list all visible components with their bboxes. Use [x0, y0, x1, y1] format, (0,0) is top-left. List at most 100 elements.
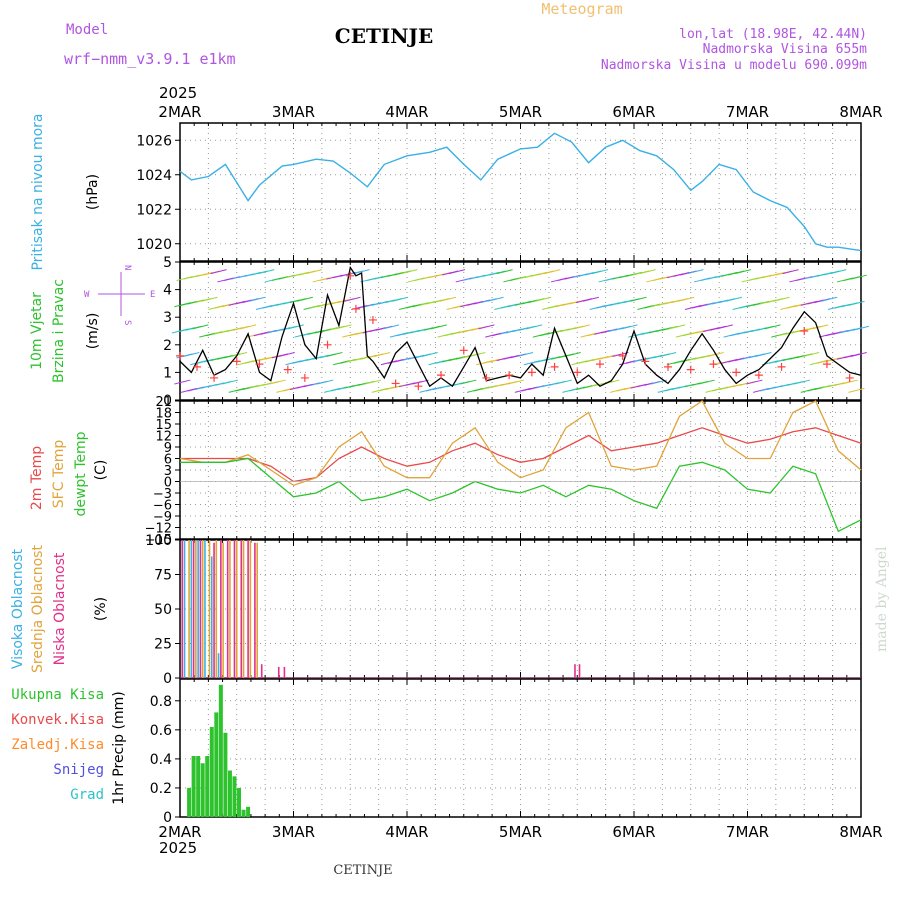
gust-marker	[459, 346, 468, 355]
temperature-ylabel: 2m Temp SFC Temp dewpt Temp (C)	[29, 431, 109, 516]
wind-barb	[249, 296, 266, 302]
wind-barb	[821, 296, 838, 302]
wind-barb	[487, 296, 504, 302]
wind-barb	[725, 296, 743, 302]
footer-station: CETINJE	[333, 863, 392, 878]
svg-text:Niska Oblacnost: Niska Oblacnost	[52, 552, 68, 665]
y-tick-label: 75	[154, 568, 172, 584]
precip-bar	[200, 763, 205, 817]
gust-marker	[368, 315, 377, 324]
svg-text:SFC Temp: SFC Temp	[51, 440, 67, 509]
svg-text:Pritisak na nivou mora: Pritisak na nivou mora	[30, 113, 46, 270]
wind-barb	[630, 296, 647, 302]
wind-ylabel: 10m Vjetar Brzina i Pravac (m/s)	[29, 279, 101, 383]
wind-barb	[448, 269, 466, 275]
wind-barb	[591, 269, 609, 275]
wind-speed-line	[179, 265, 862, 388]
svg-text:(%): (%)	[93, 597, 109, 621]
gust-marker	[351, 304, 360, 313]
gust-marker	[595, 360, 604, 369]
gust-marker	[573, 368, 582, 377]
wind-barb	[401, 269, 418, 275]
wind-barb	[460, 379, 477, 385]
wind-barb	[773, 296, 790, 302]
gust-marker	[482, 373, 491, 382]
time-label-top: 8MAR	[839, 103, 882, 121]
wind-barb	[764, 324, 781, 330]
time-label-bottom: 8MAR	[839, 823, 882, 841]
precip-bar	[237, 787, 242, 817]
y-tick-label: 12	[155, 430, 172, 445]
y-tick-label: 3	[163, 310, 172, 326]
wind-barb	[183, 351, 200, 357]
svg-text:1hr Precip (mm): 1hr Precip (mm)	[111, 691, 127, 804]
pressure-ylabel: Pritisak na nivou mora (hPa)	[30, 113, 101, 270]
gust-marker	[232, 357, 241, 366]
wind-barb	[716, 324, 733, 330]
wind-barb	[848, 387, 865, 393]
wind-barb	[793, 379, 811, 385]
y-tick-label: −15	[145, 533, 172, 548]
legend-total-rain: Ukupna Kisa	[11, 687, 104, 703]
pressure-series-line	[179, 132, 862, 252]
y-tick-label: 0.2	[150, 781, 172, 797]
time-label-top: 7MAR	[726, 103, 769, 121]
precip-bar	[187, 787, 192, 817]
precip-bar	[196, 755, 201, 817]
wind-barb	[478, 324, 495, 330]
wind-barb	[439, 296, 456, 302]
y-tick-label: 0.6	[150, 723, 172, 739]
precip-bar	[218, 684, 223, 817]
y-tick-label: 1020	[136, 237, 172, 253]
cloud-panel: 0 25 50 75 100	[145, 533, 862, 687]
wind-barb	[353, 269, 370, 275]
gust-marker	[210, 373, 219, 382]
compass-north: N	[122, 265, 132, 270]
gust-marker	[323, 340, 332, 349]
wind-barb	[317, 379, 334, 385]
gust-marker	[550, 362, 559, 371]
y-tick-label: 21	[155, 395, 172, 410]
wind-panel: 0 1 2 3 4 5	[163, 255, 870, 409]
gust-marker	[391, 379, 400, 388]
gust-marker	[709, 360, 718, 369]
dewpt-line	[180, 457, 862, 533]
legend-graupel: Grad	[70, 787, 104, 803]
wind-barb	[239, 324, 257, 330]
legend-snow: Snijeg	[53, 762, 104, 778]
wind-barb	[496, 269, 513, 275]
product-title: Meteogram	[541, 0, 622, 18]
precip-bar	[246, 806, 251, 817]
gust-marker	[641, 357, 650, 366]
gust-marker	[845, 373, 854, 382]
wind-barb	[364, 379, 382, 385]
time-label-bottom: 3MAR	[272, 823, 315, 841]
panel-frame	[179, 122, 862, 262]
wind-barb	[698, 379, 715, 385]
wind-barb	[269, 379, 286, 385]
wind-barb	[802, 351, 820, 357]
time-label-bottom: 5MAR	[499, 823, 542, 841]
station-title: CETINJE	[335, 24, 433, 48]
y-tick-label: −3	[153, 487, 172, 502]
wind-barb	[612, 351, 629, 357]
time-label-top: 5MAR	[499, 103, 542, 121]
compass-south: S	[122, 320, 132, 325]
wind-barb	[278, 351, 295, 357]
pressure-panel: 1020 1022 1024 1026	[136, 122, 862, 262]
y-tick-label: 18	[155, 407, 172, 422]
time-label-bottom: 4MAR	[385, 823, 428, 841]
y-tick-label: 9	[164, 441, 172, 456]
wind-barb	[564, 351, 581, 357]
y-tick-label: 0	[164, 476, 172, 491]
wind-barb	[335, 324, 352, 330]
precip-bar	[232, 776, 237, 817]
gust-marker	[800, 327, 809, 335]
wind-barb	[544, 269, 561, 275]
y-tick-label: 0.8	[150, 694, 172, 710]
wind-barb	[201, 296, 218, 302]
y-tick-label: 25	[154, 637, 172, 653]
